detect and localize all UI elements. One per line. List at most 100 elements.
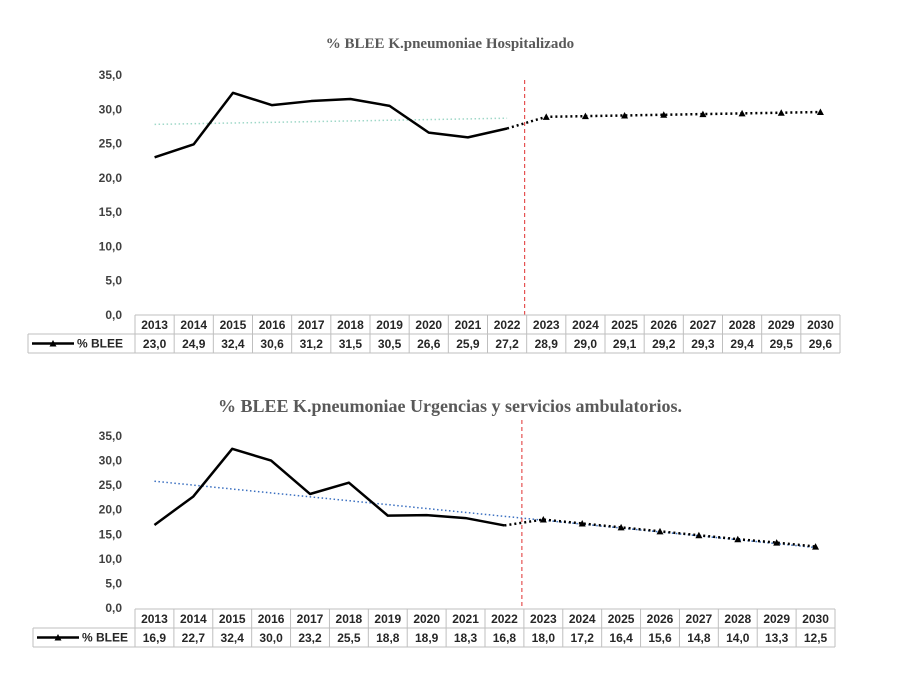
data-point-marker: [812, 543, 820, 550]
y-tick-label: 30,0: [99, 102, 123, 116]
data-label: 14,8: [687, 631, 711, 645]
x-tick-label: 2013: [141, 318, 168, 332]
x-tick-label: 2025: [608, 612, 635, 626]
y-tick-label: 35,0: [99, 68, 123, 82]
data-label: 15,6: [648, 631, 672, 645]
x-tick-label: 2018: [337, 318, 364, 332]
data-label: 17,2: [571, 631, 595, 645]
data-label: 23,2: [298, 631, 322, 645]
x-tick-label: 2020: [413, 612, 440, 626]
y-tick-label: 5,0: [105, 576, 122, 590]
x-tick-label: 2026: [647, 612, 674, 626]
y-tick-label: 30,0: [99, 454, 123, 468]
x-tick-label: 2015: [220, 318, 247, 332]
data-label: 18,3: [454, 631, 478, 645]
data-point-marker: [656, 527, 664, 535]
data-label: 31,5: [339, 337, 363, 351]
data-label: 29,1: [613, 337, 637, 351]
data-label: 16,9: [143, 631, 167, 645]
y-tick-label: 15,0: [99, 527, 123, 541]
data-label: 29,4: [730, 337, 754, 351]
x-tick-label: 2021: [452, 612, 479, 626]
data-label: 29,0: [574, 337, 598, 351]
x-tick-label: 2024: [572, 318, 599, 332]
y-tick-label: 20,0: [99, 503, 123, 517]
data-label: 29,5: [770, 337, 794, 351]
data-point-marker: [773, 539, 781, 546]
chart-hospitalizado: % BLEE K.pneumoniae Hospitalizado 0,0 5,0…: [27, 36, 841, 354]
x-tick-label: 2017: [298, 318, 325, 332]
data-point-marker: [734, 535, 742, 543]
data-label: 22,7: [182, 631, 206, 645]
data-label: 32,4: [221, 337, 245, 351]
x-tick-label: 2025: [611, 318, 638, 332]
x-tick-label: 2030: [807, 318, 834, 332]
data-point-marker: [695, 531, 703, 539]
data-label: 14,0: [726, 631, 750, 645]
y-tick-label: 35,0: [99, 429, 123, 443]
data-point-marker: [581, 112, 589, 120]
x-tick-label: 2018: [336, 612, 363, 626]
legend-series-name: % BLEE: [77, 337, 123, 351]
data-point-marker: [777, 109, 785, 116]
chart-title: % BLEE K.pneumoniae Hospitalizado: [325, 36, 575, 52]
data-label: 18,9: [415, 631, 439, 645]
legend-marker: [49, 340, 57, 347]
data-label: 27,2: [495, 337, 519, 351]
x-tick-label: 2019: [374, 612, 401, 626]
data-point-marker: [578, 519, 586, 527]
data-label: 32,4: [221, 631, 245, 645]
data-label: 29,6: [809, 337, 833, 351]
legend-marker: [54, 634, 62, 641]
x-tick-label: 2028: [724, 612, 751, 626]
y-tick-label: 0,0: [105, 308, 122, 322]
data-point-marker: [816, 108, 824, 116]
y-tick-label: 10,0: [99, 552, 123, 566]
data-point-marker: [617, 523, 625, 531]
data-point-marker: [621, 111, 629, 119]
data-label: 25,5: [337, 631, 361, 645]
data-label: 16,8: [493, 631, 517, 645]
x-tick-label: 2021: [455, 318, 482, 332]
data-label: 26,6: [417, 337, 441, 351]
x-tick-label: 2029: [768, 318, 795, 332]
x-tick-label: 2030: [802, 612, 829, 626]
x-tick-label: 2020: [415, 318, 442, 332]
x-tick-label: 2026: [650, 318, 677, 332]
legend-series-name: % BLEE: [82, 631, 128, 645]
data-point-marker: [660, 111, 668, 118]
x-tick-label: 2024: [569, 612, 596, 626]
x-tick-label: 2015: [219, 612, 246, 626]
x-tick-label: 2027: [686, 612, 713, 626]
y-tick-label: 0,0: [105, 601, 122, 615]
data-label: 18,8: [376, 631, 400, 645]
data-label: 23,0: [143, 337, 167, 351]
data-label: 25,9: [456, 337, 480, 351]
data-point-marker: [539, 516, 547, 523]
y-tick-label: 10,0: [99, 239, 123, 253]
chart-title: % BLEE K.pneumoniae Urgencias y servicio…: [217, 396, 682, 416]
data-label: 12,5: [804, 631, 828, 645]
x-tick-label: 2017: [297, 612, 324, 626]
data-label: 28,9: [535, 337, 559, 351]
x-tick-label: 2016: [258, 612, 285, 626]
x-tick-label: 2013: [141, 612, 168, 626]
x-tick-label: 2023: [533, 318, 560, 332]
y-tick-label: 25,0: [99, 137, 123, 151]
x-tick-label: 2022: [494, 318, 521, 332]
data-label: 31,2: [300, 337, 324, 351]
x-tick-label: 2023: [530, 612, 557, 626]
x-tick-label: 2029: [763, 612, 790, 626]
x-tick-label: 2028: [729, 318, 756, 332]
y-tick-label: 5,0: [105, 274, 122, 288]
y-tick-label: 20,0: [99, 171, 123, 185]
data-point-marker: [699, 110, 707, 118]
data-label: 13,3: [765, 631, 789, 645]
data-label: 30,6: [260, 337, 284, 351]
data-label: 24,9: [182, 337, 206, 351]
data-point-marker: [738, 109, 746, 117]
series-line-observed: [154, 91, 508, 159]
y-tick-label: 25,0: [99, 478, 123, 492]
data-label: 18,0: [532, 631, 556, 645]
data-label: 29,3: [691, 337, 715, 351]
